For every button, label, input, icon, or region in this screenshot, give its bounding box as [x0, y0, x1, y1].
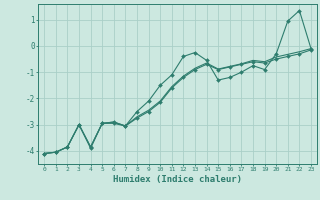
- X-axis label: Humidex (Indice chaleur): Humidex (Indice chaleur): [113, 175, 242, 184]
